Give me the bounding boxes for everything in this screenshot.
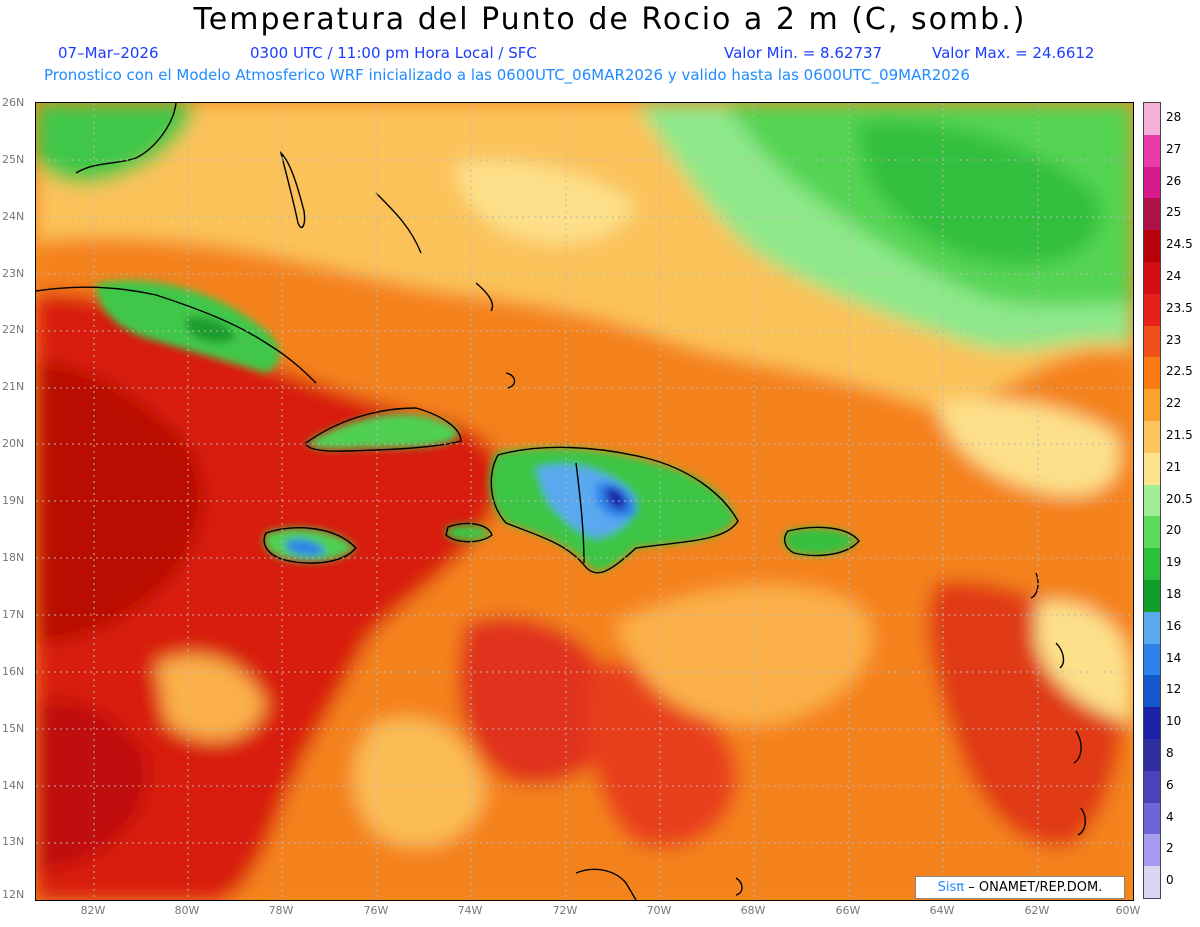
lon-label: 74W: [457, 904, 483, 917]
colorbar: [1143, 102, 1161, 899]
colorbar-label: 16: [1166, 618, 1182, 633]
colorbar-segment: [1144, 134, 1160, 168]
colorbar-label: 12: [1166, 682, 1182, 697]
colorbar-segment: [1144, 293, 1160, 327]
colorbar-label: 23.5: [1166, 300, 1193, 315]
colorbar-segment: [1144, 198, 1160, 231]
graticule: [36, 103, 1133, 900]
forecast-time: 0300 UTC / 11:00 pm Hora Local / SFC: [250, 44, 537, 62]
lat-label: 16N: [2, 665, 25, 678]
lon-label: 60W: [1115, 904, 1141, 917]
lon-label: 70W: [646, 904, 672, 917]
colorbar-segment: [1144, 389, 1160, 422]
colorbar-segment: [1144, 739, 1160, 772]
colorbar-label: 21.5: [1166, 427, 1193, 442]
lat-label: 26N: [2, 96, 25, 109]
colorbar-segment: [1144, 548, 1160, 581]
colorbar-segment: [1144, 230, 1160, 263]
credit-box: Sisπ – ONAMET/REP.DOM.: [915, 876, 1125, 899]
colorbar-label: 28: [1166, 109, 1182, 124]
coastlines: [36, 103, 1086, 900]
lat-label: 15N: [2, 722, 25, 735]
lat-label: 22N: [2, 323, 25, 336]
colorbar-label: 4: [1166, 809, 1174, 824]
colorbar-label: 8: [1166, 745, 1174, 760]
lon-label: 82W: [80, 904, 106, 917]
dewpoint-map: [35, 102, 1134, 901]
colorbar-label: 21: [1166, 459, 1182, 474]
colorbar-segment: [1144, 707, 1160, 740]
colorbar-segment: [1144, 357, 1160, 390]
colorbar-label: 19: [1166, 555, 1182, 570]
lon-label: 62W: [1024, 904, 1050, 917]
colorbar-segment: [1144, 834, 1160, 867]
lat-label: 23N: [2, 267, 25, 280]
map-field-svg: [36, 103, 1133, 900]
lon-label: 64W: [929, 904, 955, 917]
colorbar-label: 22: [1166, 396, 1182, 411]
lat-label: 21N: [2, 380, 25, 393]
colorbar-label: 24: [1166, 268, 1182, 283]
colorbar-label: 26: [1166, 173, 1182, 188]
colorbar-label: 27: [1166, 141, 1182, 156]
colorbar-label: 20.5: [1166, 491, 1193, 506]
model-info: Pronostico con el Modelo Atmosferico WRF…: [44, 66, 970, 84]
colorbar-segment: [1144, 452, 1160, 486]
island-fields: [96, 280, 858, 572]
lon-label: 66W: [835, 904, 861, 917]
colorbar-segment: [1144, 675, 1160, 708]
lat-label: 17N: [2, 608, 25, 621]
sispi-logo: Sisπ: [937, 880, 965, 895]
colorbar-label: 23: [1166, 332, 1182, 347]
lon-label: 68W: [740, 904, 766, 917]
colorbar-label: 24.5: [1166, 237, 1193, 252]
colorbar-segment: [1144, 103, 1160, 136]
lat-label: 20N: [2, 437, 25, 450]
colorbar-segment: [1144, 262, 1160, 295]
lat-label: 18N: [2, 551, 25, 564]
lon-label: 80W: [174, 904, 200, 917]
colorbar-label: 0: [1166, 873, 1174, 888]
lat-label: 14N: [2, 779, 25, 792]
colorbar-label: 25: [1166, 205, 1182, 220]
colorbar-segment: [1144, 611, 1160, 645]
colorbar-label: 20: [1166, 523, 1182, 538]
colorbar-label: 22.5: [1166, 364, 1193, 379]
colorbar-segment: [1144, 421, 1160, 454]
colorbar-segment: [1144, 802, 1160, 835]
lon-label: 78W: [268, 904, 294, 917]
colorbar-label: 6: [1166, 777, 1174, 792]
colorbar-segment: [1144, 580, 1160, 613]
forecast-date: 07–Mar–2026: [58, 44, 159, 62]
credit-text: – ONAMET/REP.DOM.: [968, 880, 1103, 895]
colorbar-segment: [1144, 484, 1160, 517]
lon-label: 76W: [363, 904, 389, 917]
colorbar-segment: [1144, 325, 1160, 358]
colorbar-segment: [1144, 643, 1160, 676]
map-title: Temperatura del Punto de Rocio a 2 m (C,…: [193, 2, 1027, 37]
max-value: Valor Max. = 24.6612: [932, 44, 1095, 62]
colorbar-label: 18: [1166, 586, 1182, 601]
colorbar-segment: [1144, 516, 1160, 549]
lat-label: 13N: [2, 835, 25, 848]
colorbar-segment: [1144, 166, 1160, 199]
colorbar-label: 2: [1166, 841, 1174, 856]
lat-label: 19N: [2, 494, 25, 507]
min-value: Valor Min. = 8.62737: [724, 44, 883, 62]
lat-label: 12N: [2, 888, 25, 901]
lat-label: 25N: [2, 153, 25, 166]
lon-label: 72W: [552, 904, 578, 917]
colorbar-segment: [1144, 866, 1160, 899]
colorbar-label: 10: [1166, 714, 1182, 729]
colorbar-label: 14: [1166, 650, 1182, 665]
colorbar-segment: [1144, 770, 1160, 804]
lat-label: 24N: [2, 210, 25, 223]
